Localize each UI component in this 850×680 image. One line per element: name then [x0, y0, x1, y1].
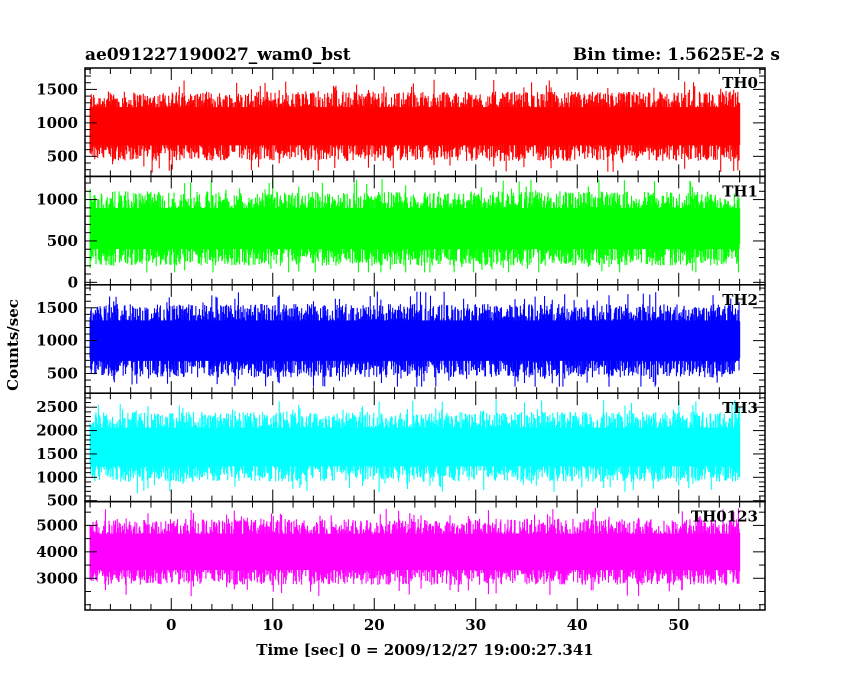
x-tick-labels: 0 10 20 30 40 50	[166, 616, 689, 634]
x-tick-label: 10	[262, 616, 283, 634]
y-tick-label-th2: 500	[47, 364, 78, 382]
y-tick-label-th3: 1000	[36, 468, 78, 486]
x-tick-label: 20	[364, 616, 385, 634]
panel-label-th0123: TH0123	[691, 508, 758, 526]
y-tick-label-th3: 1500	[36, 445, 78, 463]
panel-label-th0: TH0	[722, 74, 758, 92]
x-tick-label: 50	[668, 616, 689, 634]
y-tick-label-th0123: 4000	[36, 543, 78, 561]
y-tick-label-th0: 1500	[36, 80, 78, 98]
series-th3	[89, 399, 741, 494]
panel-th1: 0 500 1000 TH1	[36, 175, 766, 291]
y-tick-label-th0: 500	[47, 147, 78, 165]
panel-th0: 500 1000 1500 TH0	[36, 67, 766, 178]
y-tick-label-th1: 0	[68, 273, 78, 291]
y-tick-label-th3: 2500	[36, 398, 78, 416]
panel-frame-th0123	[84, 500, 766, 611]
y-tick-label-th0123: 3000	[36, 569, 78, 587]
x-axis-title: Time [sec] 0 = 2009/12/27 19:00:27.341	[256, 641, 593, 659]
x-tick-label: 30	[465, 616, 486, 634]
y-tick-label-th0: 1000	[36, 114, 78, 132]
panel-th3: 500 1000 1500 2000 2500 TH3	[36, 392, 766, 510]
x-tick-label: 40	[567, 616, 588, 634]
series-th0123	[89, 507, 741, 597]
series-th2	[89, 291, 741, 387]
panel-label-th2: TH2	[722, 291, 758, 309]
x-tick-label: 0	[166, 616, 176, 634]
y-tick-label-th3: 2000	[36, 422, 78, 440]
y-tick-label-th3: 500	[47, 492, 78, 510]
y-axis-title: Counts/sec	[4, 299, 22, 391]
panel-th0123: 3000 4000 5000 TH0123	[36, 500, 766, 611]
y-tick-label-th0123: 5000	[36, 516, 78, 534]
panel-th2: 500 1000 1500 TH2	[36, 284, 766, 394]
y-tick-label-th2: 1000	[36, 332, 78, 350]
series-th1	[89, 179, 741, 273]
y-tick-label-th1: 500	[47, 232, 78, 250]
panel-label-th3: TH3	[722, 399, 758, 417]
panel-label-th1: TH1	[722, 182, 758, 200]
y-tick-label-th1: 1000	[36, 191, 78, 209]
chart-title: ae091227190027_wam0_bst	[85, 45, 351, 65]
bin-time-label: Bin time: 1.5625E-2 s	[573, 45, 780, 65]
y-tick-label-th2: 1500	[36, 299, 78, 317]
series-th0	[89, 79, 741, 173]
